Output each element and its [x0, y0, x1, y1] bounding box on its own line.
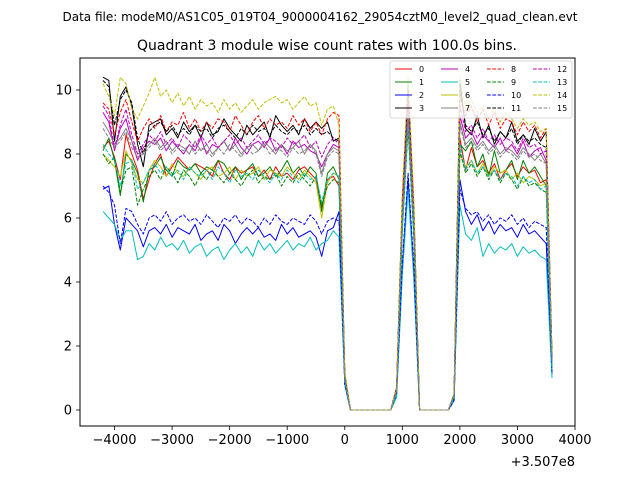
chart-title: Quadrant 3 module wise count rates with …: [137, 38, 517, 54]
series-line-11: [102, 80, 553, 411]
legend-label-9: 9: [511, 78, 516, 87]
x-tick-label: −3000: [150, 433, 194, 448]
x-tick-label: 3000: [501, 433, 534, 448]
series-line-15: [102, 111, 553, 411]
x-offset-label: +3.507e8: [511, 455, 575, 470]
legend-label-4: 4: [465, 65, 470, 74]
legend-label-8: 8: [511, 65, 516, 74]
x-tick-label: 2000: [443, 433, 476, 448]
series-line-13: [102, 124, 553, 411]
legend-label-2: 2: [419, 91, 424, 100]
legend-label-7: 7: [465, 104, 470, 113]
y-tick-label: 4: [64, 276, 72, 291]
legend-label-6: 6: [465, 91, 470, 100]
x-axis: −4000 −3000 −2000 −1000 0 1000 2000 3000 4000: [93, 426, 592, 448]
axes-frame: [79, 57, 576, 427]
legend-box: [389, 60, 573, 119]
legend-label-11: 11: [511, 104, 521, 113]
x-tick-label: −4000: [93, 433, 137, 448]
y-tick-label: 6: [64, 212, 72, 227]
x-tick-label: −2000: [208, 433, 252, 448]
data-file-header: Data file: modeM0/AS1C05_019T04_90000041…: [62, 10, 577, 24]
legend-label-1: 1: [419, 78, 424, 87]
series-line-10: [102, 172, 553, 411]
x-tick-label: 0: [341, 433, 349, 448]
y-tick-label: 8: [64, 148, 72, 163]
legend-label-14: 14: [557, 91, 567, 100]
x-tick-label: 1000: [386, 433, 419, 448]
legend-label-13: 13: [557, 78, 567, 87]
series-line-8: [102, 89, 553, 411]
series-line-5: [102, 188, 553, 411]
series-line-1: [102, 115, 553, 411]
legend-label-12: 12: [557, 65, 567, 74]
legend-label-3: 3: [419, 104, 424, 113]
series-line-7: [102, 108, 553, 411]
x-tick-label: −1000: [265, 433, 309, 448]
y-tick-label: 2: [64, 340, 72, 355]
legend-label-5: 5: [465, 78, 470, 87]
series-line-9: [102, 127, 553, 411]
series-line-6: [102, 124, 553, 411]
legend-label-10: 10: [511, 91, 521, 100]
legend-label-15: 15: [557, 104, 567, 113]
series-layer: [102, 76, 553, 411]
legend-label-0: 0: [419, 65, 424, 74]
y-tick-label: 10: [55, 84, 72, 99]
y-tick-label: 0: [64, 404, 72, 419]
series-line-12: [102, 99, 553, 411]
y-axis: 0 2 4 6 8 10: [55, 84, 80, 419]
x-tick-label: 4000: [558, 433, 591, 448]
series-line-2: [102, 179, 553, 411]
